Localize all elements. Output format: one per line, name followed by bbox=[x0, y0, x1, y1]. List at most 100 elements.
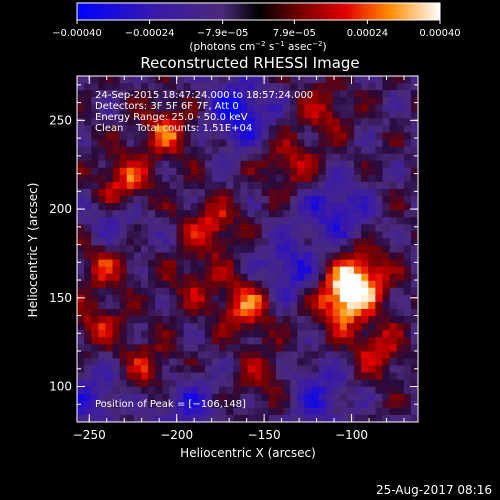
image-pixel bbox=[169, 386, 177, 395]
image-pixel bbox=[133, 365, 142, 373]
image-pixel bbox=[283, 167, 291, 176]
image-pixel bbox=[339, 210, 348, 218]
image-pixel bbox=[133, 146, 142, 155]
image-pixel bbox=[403, 90, 412, 98]
image-pixel bbox=[361, 188, 369, 197]
image-pixel bbox=[105, 245, 113, 253]
image-pixel bbox=[226, 196, 234, 204]
image-pixel bbox=[375, 125, 383, 133]
image-pixel bbox=[403, 358, 412, 366]
image-pixel bbox=[268, 132, 277, 140]
image-pixel bbox=[311, 231, 319, 239]
image-pixel bbox=[311, 238, 319, 246]
image-pixel bbox=[204, 273, 213, 282]
image-pixel bbox=[325, 287, 334, 296]
image-pixel bbox=[126, 351, 135, 359]
image-pixel bbox=[297, 316, 305, 324]
image-pixel bbox=[368, 294, 376, 303]
image-pixel bbox=[268, 224, 277, 232]
image-pixel bbox=[240, 203, 248, 211]
image-pixel bbox=[105, 379, 113, 388]
image-pixel bbox=[219, 139, 227, 148]
image-pixel bbox=[98, 210, 106, 218]
image-pixel bbox=[311, 132, 319, 140]
image-pixel bbox=[382, 188, 390, 197]
image-pixel bbox=[77, 196, 85, 204]
image-pixel bbox=[261, 83, 270, 91]
image-pixel bbox=[176, 188, 184, 197]
image-pixel bbox=[268, 139, 277, 148]
image-pixel bbox=[148, 287, 156, 296]
image-pixel bbox=[268, 330, 277, 338]
image-pixel bbox=[325, 252, 334, 260]
image-pixel bbox=[105, 330, 113, 338]
image-pixel bbox=[169, 330, 177, 338]
image-pixel bbox=[84, 104, 92, 112]
image-pixel bbox=[226, 365, 234, 373]
image-pixel bbox=[240, 414, 248, 423]
image-pixel bbox=[283, 280, 291, 289]
image-pixel bbox=[354, 132, 362, 140]
image-pixel bbox=[119, 188, 128, 197]
image-pixel bbox=[368, 386, 376, 395]
image-pixel bbox=[311, 217, 319, 225]
image-pixel bbox=[410, 407, 419, 416]
image-pixel bbox=[190, 111, 199, 119]
image-pixel bbox=[275, 181, 284, 190]
image-pixel bbox=[247, 414, 255, 423]
image-pixel bbox=[190, 104, 199, 112]
image-pixel bbox=[91, 386, 99, 395]
image-pixel bbox=[254, 118, 263, 126]
image-pixel bbox=[275, 330, 284, 338]
image-pixel bbox=[126, 365, 135, 373]
image-pixel bbox=[176, 316, 184, 324]
image-pixel bbox=[382, 358, 390, 366]
image-pixel bbox=[91, 252, 99, 260]
image-pixel bbox=[311, 266, 319, 275]
image-pixel bbox=[140, 323, 149, 331]
image-pixel bbox=[211, 407, 220, 416]
image-pixel bbox=[275, 309, 284, 317]
image-pixel bbox=[297, 337, 305, 345]
image-pixel bbox=[219, 273, 227, 282]
image-pixel bbox=[226, 372, 234, 381]
image-pixel bbox=[211, 273, 220, 282]
y-axis-label: Heliocentric Y (arcsec) bbox=[26, 183, 40, 318]
image-pixel bbox=[204, 139, 213, 148]
image-pixel bbox=[261, 287, 270, 296]
image-pixel bbox=[354, 323, 362, 331]
image-pixel bbox=[148, 259, 156, 268]
image-pixel bbox=[112, 132, 121, 140]
colorbar-ticks: −0.00040 −0.00024 −7.9e−05 7.9e−05 0.00024 0.… bbox=[52, 20, 461, 39]
image-pixel bbox=[254, 316, 263, 324]
image-pixel bbox=[98, 386, 106, 395]
image-pixel bbox=[290, 287, 298, 296]
image-pixel bbox=[240, 372, 248, 381]
image-pixel bbox=[297, 104, 305, 112]
image-pixel bbox=[183, 393, 192, 402]
image-pixel bbox=[155, 238, 163, 246]
image-pixel bbox=[112, 125, 121, 133]
image-pixel bbox=[204, 280, 213, 289]
image-pixel bbox=[325, 301, 334, 310]
image-pixel bbox=[261, 210, 270, 218]
image-pixel bbox=[240, 407, 248, 416]
image-pixel bbox=[361, 259, 369, 268]
image-pixel bbox=[375, 337, 383, 345]
image-pixel bbox=[133, 125, 142, 133]
image-pixel bbox=[354, 97, 362, 105]
image-pixel bbox=[354, 337, 362, 345]
image-pixel bbox=[261, 203, 270, 211]
image-pixel bbox=[105, 316, 113, 324]
image-pixel bbox=[190, 188, 199, 197]
image-pixel bbox=[318, 386, 327, 395]
image-pixel bbox=[318, 111, 327, 119]
image-pixel bbox=[332, 344, 341, 352]
image-pixel bbox=[325, 231, 334, 239]
image-pixel bbox=[290, 196, 298, 204]
image-pixel bbox=[190, 337, 199, 345]
image-pixel bbox=[119, 259, 128, 268]
image-pixel bbox=[389, 181, 398, 190]
image-pixel bbox=[105, 139, 113, 148]
image-pixel bbox=[268, 196, 277, 204]
